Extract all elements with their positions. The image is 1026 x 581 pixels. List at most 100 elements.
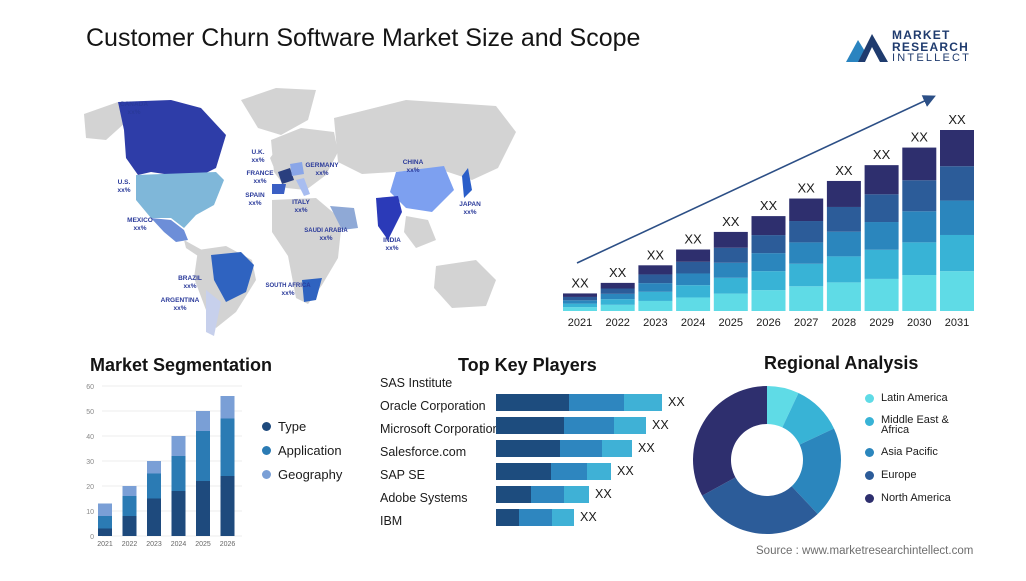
map-india <box>376 196 402 240</box>
map-france <box>278 168 294 184</box>
bar-segment-2029-4 <box>864 194 899 223</box>
player-value-label-4: XX <box>617 464 634 478</box>
legend-swatch-europe <box>865 471 874 480</box>
map-south-africa <box>302 278 322 302</box>
seg-bar-2023-type <box>147 498 161 536</box>
bar-label-2031: XX <box>948 112 966 127</box>
map-italy <box>296 178 310 196</box>
bar-segment-2022-2 <box>600 299 635 305</box>
bar-segment-2024-3 <box>676 273 711 286</box>
legend-swatch-north-america <box>865 494 874 503</box>
player-name-oracle: Oracle Corporation <box>380 399 486 413</box>
bar-segment-2026-4 <box>751 235 786 254</box>
bar-segment-2028-2 <box>826 256 861 283</box>
map-value-india: xx% <box>385 245 398 252</box>
bar-segment-2029-3 <box>864 222 899 250</box>
player-bar-3-seg-3 <box>602 440 632 457</box>
bar-segment-2031-5 <box>940 130 974 167</box>
map-value-us: xx% <box>117 187 130 194</box>
map-saudi-arabia <box>330 206 358 230</box>
bar-segment-2021-2 <box>563 303 597 308</box>
bar-label-2026: XX <box>760 198 778 213</box>
player-value-label-6: XX <box>580 510 597 524</box>
map-value-south-africa: xx% <box>281 290 294 297</box>
bar-segment-2022-3 <box>600 293 635 300</box>
year-label-2022: 2022 <box>605 317 629 329</box>
legend-swatch-type <box>262 421 271 431</box>
seg-bar-2023-geography <box>147 461 161 474</box>
bar-segment-2024-2 <box>676 285 711 298</box>
map-mexico <box>151 218 188 242</box>
player-value-label-5: XX <box>595 487 612 501</box>
bar-segment-2024-5 <box>676 249 711 262</box>
bar-segment-2021-1 <box>563 307 597 311</box>
bar-label-2021: XX <box>571 275 589 290</box>
bar-segment-2022-4 <box>600 288 635 294</box>
bar-segment-2026-2 <box>751 271 786 291</box>
map-spain <box>272 184 286 194</box>
donut-slice-latin-america <box>767 386 799 428</box>
bar-segment-2026-1 <box>751 290 786 311</box>
map-label-south-africa: SOUTH AFRICA <box>265 283 311 289</box>
map-label-italy: ITALY <box>292 199 310 206</box>
player-value-label-3: XX <box>638 441 655 455</box>
player-bar-2-seg-2 <box>564 417 614 434</box>
bar-segment-2022-5 <box>600 282 635 289</box>
bar-segment-2028-1 <box>826 282 861 311</box>
map-label-argentina: ARGENTINA <box>161 297 200 304</box>
bar-segment-2030-1 <box>902 275 937 311</box>
map-china <box>390 166 454 212</box>
map-usa <box>136 172 224 228</box>
ytick-40: 40 <box>86 434 94 441</box>
bar-segment-2025-1 <box>713 293 748 311</box>
player-bar-5-seg-2 <box>531 486 564 503</box>
bar-segment-2031-4 <box>940 166 974 201</box>
page-title: Customer Churn Software Market Size and … <box>86 24 641 52</box>
bar-segment-2027-1 <box>789 286 824 311</box>
map-uk <box>270 150 280 168</box>
map-africa <box>272 198 342 304</box>
legend-item-middle-east-africa: Middle East & Africa <box>865 415 975 436</box>
map-canada <box>118 100 226 178</box>
map-value-italy: xx% <box>294 207 307 214</box>
bar-segment-2030-5 <box>902 147 937 181</box>
logo-text-market: MARKET <box>892 28 951 42</box>
player-bar-2-seg-3 <box>614 417 646 434</box>
bar-segment-2025-3 <box>713 262 748 278</box>
bar-segment-2023-4 <box>638 274 673 284</box>
seg-xtick-2022: 2022 <box>122 541 138 548</box>
map-central-america <box>184 240 202 256</box>
donut-slice-north-america <box>693 386 767 496</box>
bar-label-2022: XX <box>609 265 627 280</box>
map-value-mexico: xx% <box>133 225 146 232</box>
year-label-2029: 2029 <box>869 317 893 329</box>
map-label-canada: CANADA <box>120 101 148 108</box>
map-australia <box>434 260 496 308</box>
seg-bar-2026-geography <box>220 396 235 419</box>
player-bar-1-seg-3 <box>624 394 662 411</box>
bar-segment-2028-4 <box>826 206 861 232</box>
source-footer: Source : www.marketresearchintellect.com <box>756 545 974 557</box>
bar-segment-2023-1 <box>638 300 673 311</box>
player-bar-5-seg-3 <box>564 486 589 503</box>
bar-segment-2031-3 <box>940 200 974 235</box>
trend-arrow <box>576 95 936 264</box>
bar-segment-2031-2 <box>940 234 974 272</box>
legend-swatch-middle-east-africa <box>865 417 874 426</box>
map-value-japan: xx% <box>463 209 476 216</box>
donut-slice-europe <box>702 477 818 534</box>
seg-bar-2024-type <box>171 491 186 536</box>
year-label-2023: 2023 <box>643 317 667 329</box>
map-label-us: U.S. <box>118 179 131 186</box>
map-value-germany: xx% <box>315 170 328 177</box>
player-bar-3-seg-2 <box>560 440 602 457</box>
bar-segment-2029-2 <box>864 249 899 279</box>
player-name-microsoft: Microsoft Corporation <box>380 422 500 436</box>
ytick-50: 50 <box>86 409 94 416</box>
seg-bar-2026-application <box>220 418 235 476</box>
bar-label-2023: XX <box>647 247 665 262</box>
seg-xtick-2025: 2025 <box>195 541 211 548</box>
map-value-saudi-arabia: xx% <box>319 235 332 242</box>
ytick-60: 60 <box>86 384 94 391</box>
bar-segment-2023-5 <box>638 265 673 275</box>
